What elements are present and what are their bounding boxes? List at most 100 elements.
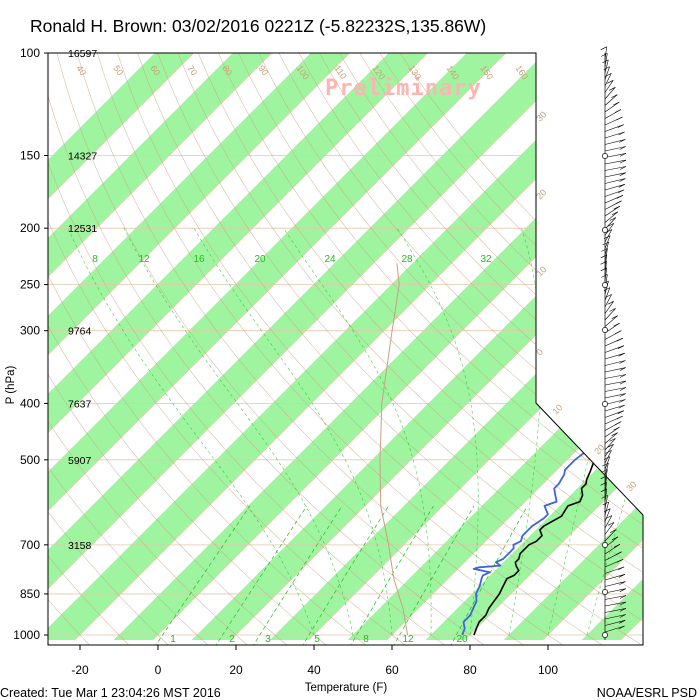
wind-barb-feather — [613, 426, 620, 431]
temperature-tick-label: 80 — [463, 663, 477, 677]
temperature-trace — [473, 53, 643, 636]
wind-barb-feather — [619, 608, 627, 612]
skew-label: 0 — [534, 347, 545, 358]
wind-barb-feather — [611, 211, 619, 216]
wind-barb-feather — [605, 450, 612, 454]
wind-barb — [604, 159, 627, 165]
wind-barb-feather — [603, 66, 610, 70]
skew-label: 30 — [624, 479, 638, 493]
wind-barb-feather — [616, 559, 624, 563]
dry-adiabat — [177, 53, 643, 645]
wind-barb-feather — [619, 374, 627, 378]
wind-barb-feather — [605, 515, 613, 519]
isotherm-label: 70 — [185, 63, 199, 77]
wind-barb — [604, 261, 607, 275]
wind-barb — [604, 315, 618, 327]
wind-barb-feather — [609, 529, 617, 533]
wind-barb-feather — [600, 482, 607, 486]
wind-barb — [604, 608, 626, 613]
wind-barb-feather — [601, 274, 608, 278]
wind-barb-feather — [611, 432, 618, 436]
plot-frame — [47, 52, 644, 646]
mixing-ratio-labels: 8 12 16 20 24 28 321 2 3 5 8 12 20 — [92, 254, 492, 645]
wind-barb — [604, 595, 627, 600]
wind-barb — [604, 614, 626, 620]
height-label: 7637 — [68, 398, 92, 410]
dry-adiabat — [258, 53, 643, 645]
wind-barb-feather — [613, 322, 620, 327]
wind-barb-feather — [601, 495, 608, 499]
dry-adiabat — [97, 53, 607, 645]
pressure-tick-label: 250 — [20, 278, 40, 292]
isotherm-line — [464, 53, 643, 641]
wind-barb-feather — [602, 501, 609, 506]
isotherm-label: 80 — [220, 63, 234, 77]
wind-barb-feather — [619, 393, 626, 397]
wind-barb — [604, 410, 624, 418]
wind-barb — [604, 280, 609, 295]
wind-barb-feather — [615, 551, 622, 556]
pressure-tick-label: 100 — [20, 46, 40, 60]
dry-adiabat — [48, 53, 251, 645]
wind-barb — [604, 374, 627, 379]
dry-adiabat — [278, 53, 643, 645]
wind-barb-feather — [613, 205, 620, 210]
wind-barb — [604, 601, 627, 607]
wind-barb — [604, 438, 616, 451]
wind-barb — [604, 574, 625, 581]
calm-wind-marker — [602, 542, 608, 548]
wind-barb — [604, 235, 611, 249]
isotherm-line — [503, 53, 643, 641]
calm-wind-marker — [602, 632, 608, 638]
wind-barb-feather — [619, 166, 627, 170]
isotherm-line — [48, 53, 546, 641]
wind-barb — [604, 153, 626, 158]
wind-barb-feather — [609, 87, 616, 91]
wind-barb-feather — [615, 200, 622, 205]
mixing-ratio-bottom-label: 20 — [456, 634, 468, 645]
temperature-band — [48, 53, 584, 641]
wind-barb — [604, 456, 611, 470]
height-label: 14327 — [68, 150, 97, 162]
dry-adiabat — [56, 53, 527, 645]
wind-barb-feather — [618, 184, 625, 188]
temperature-tick-label: 60 — [385, 663, 399, 677]
isotherm-line — [660, 53, 700, 640]
wind-barb-feather — [607, 522, 615, 526]
mixing-ratio-line — [392, 505, 475, 645]
wind-barb — [604, 184, 625, 191]
temperature-band — [48, 53, 428, 641]
wind-barb-feather — [607, 223, 614, 227]
wind-barb-feather — [602, 462, 609, 467]
wind-barb — [604, 345, 625, 353]
calm-wind-marker — [602, 589, 608, 595]
calm-wind-marker — [602, 327, 608, 333]
wind-barb — [604, 393, 626, 399]
temperature-band — [48, 53, 506, 641]
wind-barb — [604, 544, 621, 555]
wind-barb-feather — [619, 595, 627, 599]
isotherm-line — [48, 53, 585, 641]
pressure-tick-label: 850 — [20, 587, 40, 601]
wind-barb-feather — [607, 301, 614, 305]
wind-barb-feather — [619, 367, 626, 371]
isotherm-label: 50 — [111, 63, 125, 77]
wind-barb-feather — [603, 235, 611, 239]
wind-barb-feather — [618, 625, 625, 630]
wind-barb-feather — [619, 601, 627, 606]
wind-barb-feather — [619, 387, 627, 391]
skew-label: 10 — [550, 402, 564, 416]
isotherm-line — [48, 53, 156, 641]
wind-barb — [604, 352, 625, 360]
wind-barb — [604, 380, 627, 386]
wind-barb — [604, 87, 616, 100]
temperature-tick-label: 100 — [538, 663, 558, 677]
mixing-ratio-label: 32 — [480, 254, 492, 265]
pressure-tick-label: 300 — [20, 324, 40, 338]
wind-barb — [604, 508, 611, 522]
temperature-tick-label: 0 — [155, 663, 162, 677]
wind-barb — [604, 59, 609, 74]
wind-barb-feather — [616, 337, 623, 342]
isotherm-line — [48, 53, 390, 641]
isotherm-line — [191, 53, 643, 641]
